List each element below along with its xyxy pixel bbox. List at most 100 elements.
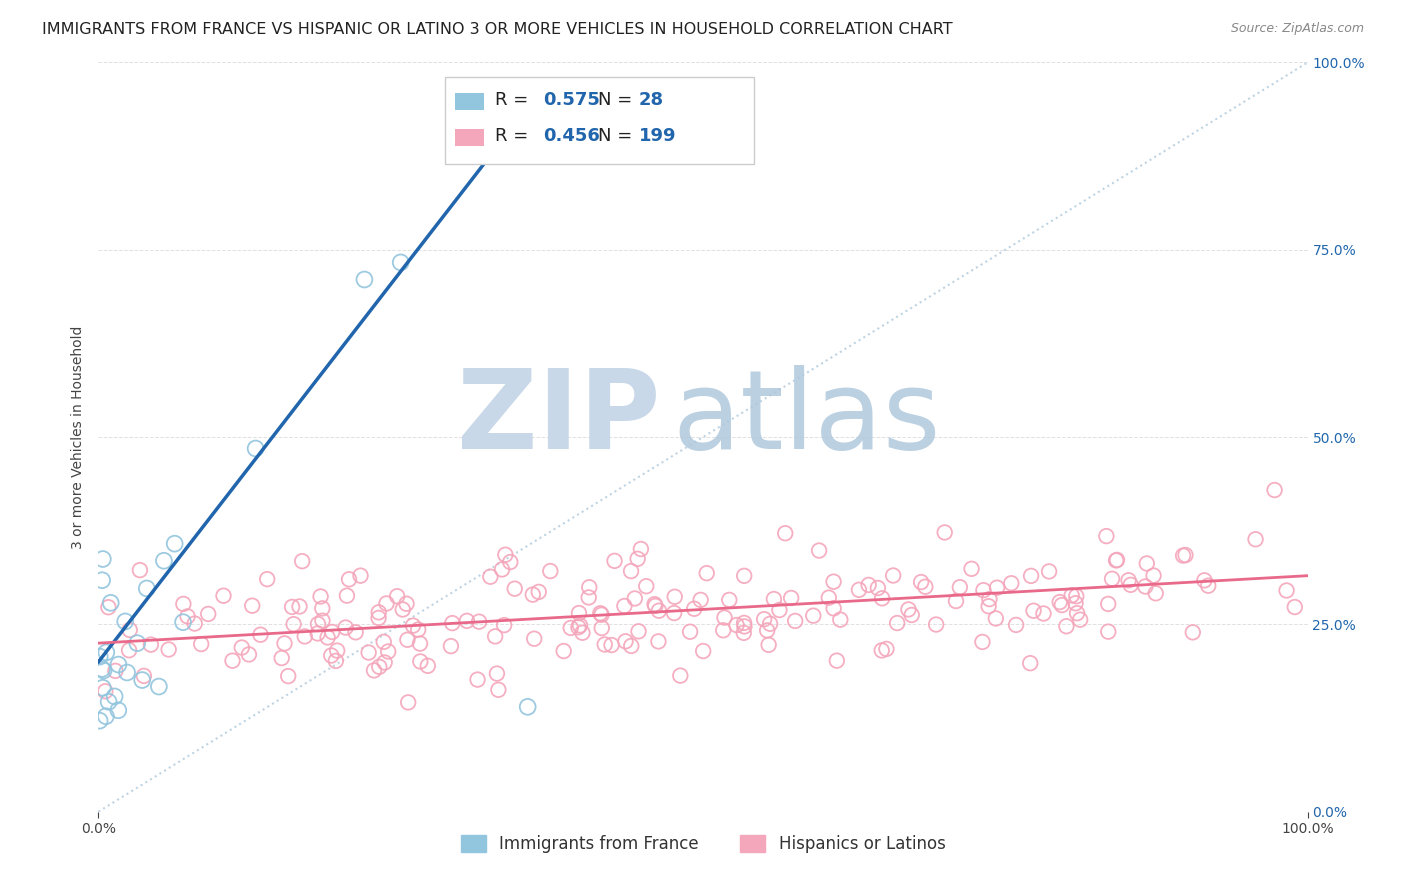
- Point: [256, 572, 278, 586]
- Point: [97, 695, 120, 709]
- Point: [240, 599, 263, 613]
- Text: N =: N =: [598, 127, 638, 145]
- Point: [620, 564, 643, 578]
- Point: [1022, 604, 1045, 618]
- Point: [503, 582, 526, 596]
- Point: [135, 582, 157, 596]
- Point: [1032, 607, 1054, 621]
- Point: [808, 543, 831, 558]
- Point: [157, 642, 180, 657]
- Point: [104, 690, 127, 704]
- Point: [277, 669, 299, 683]
- Point: [374, 656, 396, 670]
- Point: [1064, 589, 1087, 603]
- Point: [321, 648, 343, 663]
- Point: [377, 644, 399, 658]
- Point: [768, 603, 790, 617]
- Point: [696, 566, 718, 581]
- Point: [1284, 600, 1306, 615]
- Point: [603, 554, 626, 568]
- Point: [107, 703, 129, 717]
- Point: [866, 581, 889, 595]
- Point: [94, 709, 117, 723]
- Point: [1135, 580, 1157, 594]
- Point: [759, 616, 782, 631]
- Point: [1019, 656, 1042, 670]
- Point: [357, 646, 380, 660]
- Point: [1038, 565, 1060, 579]
- Point: [91, 552, 114, 566]
- Point: [578, 580, 600, 594]
- Point: [627, 624, 650, 639]
- Point: [114, 615, 136, 629]
- Point: [1066, 606, 1088, 620]
- Point: [353, 272, 375, 286]
- Point: [467, 673, 489, 687]
- Point: [979, 592, 1001, 607]
- Point: [591, 621, 613, 635]
- Point: [281, 599, 304, 614]
- Point: [163, 536, 186, 550]
- Point: [752, 612, 775, 626]
- Point: [627, 551, 650, 566]
- Point: [197, 607, 219, 621]
- Point: [679, 624, 702, 639]
- Point: [307, 626, 329, 640]
- Point: [172, 615, 194, 630]
- Point: [307, 617, 329, 632]
- Point: [848, 582, 870, 597]
- Point: [294, 629, 316, 643]
- Point: [825, 654, 848, 668]
- Point: [409, 637, 432, 651]
- Point: [567, 620, 589, 634]
- Point: [283, 617, 305, 632]
- Point: [718, 593, 741, 607]
- Point: [977, 599, 1000, 614]
- Point: [725, 618, 748, 632]
- Point: [522, 588, 544, 602]
- Point: [886, 615, 908, 630]
- Point: [494, 618, 516, 632]
- Point: [391, 602, 413, 616]
- Point: [620, 639, 643, 653]
- Point: [96, 645, 118, 659]
- Point: [132, 669, 155, 683]
- Point: [288, 599, 311, 614]
- Point: [406, 623, 429, 637]
- Point: [858, 578, 880, 592]
- Point: [648, 604, 671, 618]
- Point: [484, 629, 506, 643]
- Point: [1194, 574, 1216, 588]
- Point: [127, 636, 149, 650]
- Point: [972, 635, 994, 649]
- Point: [441, 616, 464, 631]
- Point: [416, 658, 439, 673]
- Point: [107, 657, 129, 672]
- Point: [326, 643, 349, 657]
- Point: [523, 632, 546, 646]
- Point: [560, 621, 582, 635]
- Point: [153, 554, 176, 568]
- Point: [692, 644, 714, 658]
- Point: [1197, 579, 1219, 593]
- Point: [945, 594, 967, 608]
- Text: 199: 199: [638, 127, 676, 145]
- Point: [367, 605, 389, 619]
- Point: [89, 649, 111, 664]
- Point: [491, 562, 513, 576]
- Point: [823, 574, 845, 589]
- Point: [115, 665, 138, 680]
- Point: [1144, 586, 1167, 600]
- Point: [1050, 598, 1073, 612]
- Point: [336, 589, 359, 603]
- Point: [129, 563, 152, 577]
- Point: [325, 654, 347, 668]
- Point: [104, 664, 127, 678]
- Point: [823, 601, 845, 615]
- Point: [934, 525, 956, 540]
- Point: [1181, 625, 1204, 640]
- Point: [914, 580, 936, 594]
- Point: [870, 643, 893, 657]
- Point: [1244, 533, 1267, 547]
- Point: [1105, 553, 1128, 567]
